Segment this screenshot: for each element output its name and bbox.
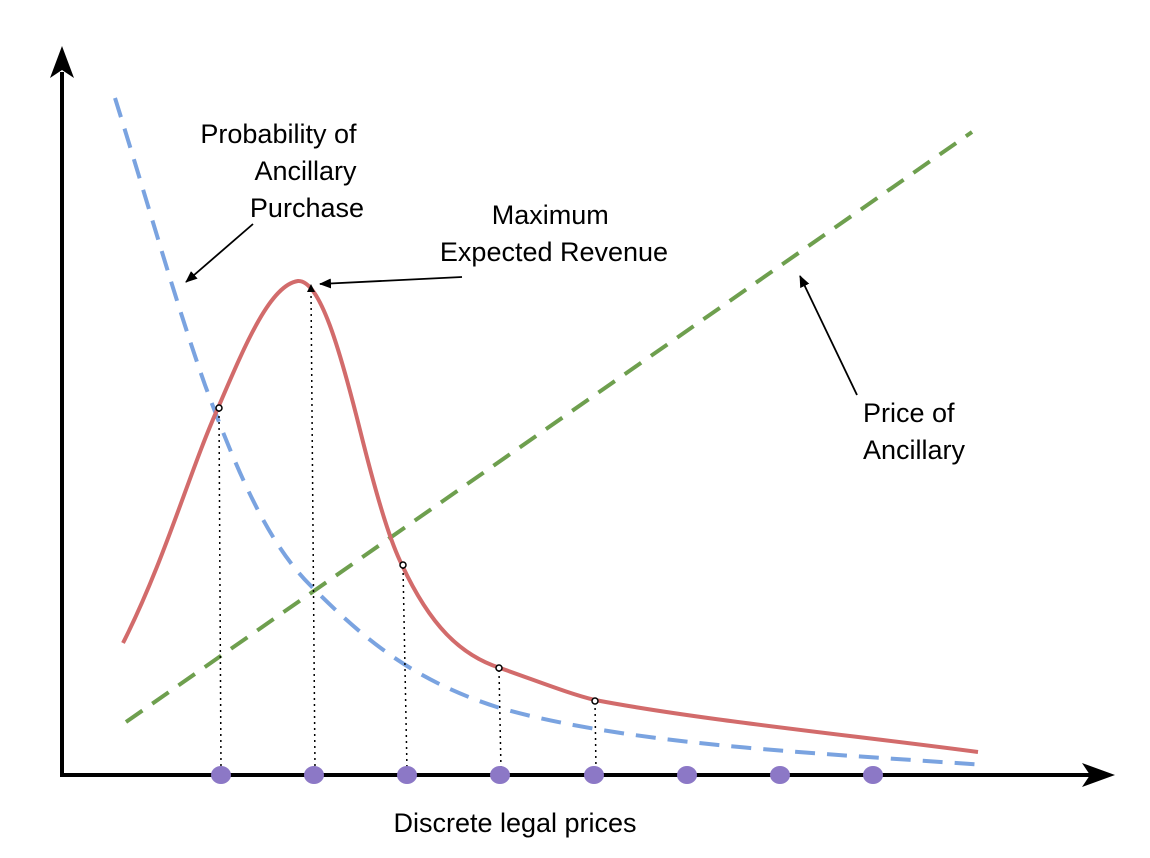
revenue-marker: [399, 561, 407, 569]
revenue-marker: [591, 697, 599, 705]
probability-label-line: Ancillary: [254, 156, 357, 186]
max-revenue-label: Maximum Expected Revenue: [440, 200, 668, 267]
price-label: Price of Ancillary: [863, 398, 966, 465]
guide-line: [498, 669, 502, 771]
x-axis-arrowhead: [1082, 763, 1115, 787]
price-pointer-arrow: [799, 275, 858, 396]
price-point: [770, 766, 790, 784]
probability-of-purchase-curve: [113, 97, 986, 767]
max-revenue-label-line: Maximum: [492, 200, 609, 230]
probability-label-line: Probability of: [200, 119, 357, 149]
revenue-marker: [215, 404, 223, 412]
probability-label: Probability of Ancillary Purchase: [200, 119, 364, 223]
dotted-guides: [218, 289, 597, 771]
price-point: [211, 766, 231, 784]
price-point: [397, 766, 417, 784]
price-label-line: Price of: [863, 398, 955, 428]
x-axis-label: Discrete legal prices: [393, 808, 636, 838]
peak-marker: [307, 284, 315, 292]
probability-pointer-arrow: [185, 223, 254, 283]
price-point: [304, 766, 324, 784]
guide-line: [402, 566, 408, 771]
price-point: [490, 766, 510, 784]
probability-label-line: Purchase: [250, 193, 364, 223]
discrete-price-points: [211, 766, 883, 784]
expected-revenue-curve: [121, 278, 979, 754]
max-revenue-label-line: Expected Revenue: [440, 237, 668, 267]
revenue-markers: [215, 404, 599, 705]
price-of-ancillary-line: [124, 130, 974, 724]
revenue-marker: [495, 664, 503, 672]
price-label-line: Ancillary: [863, 435, 966, 465]
price-point: [863, 766, 883, 784]
price-point: [677, 766, 697, 784]
price-point: [584, 766, 604, 784]
max-revenue-pointer-arrow: [319, 276, 463, 289]
y-axis-arrowhead: [50, 46, 74, 78]
guide-line: [310, 289, 316, 771]
guide-line: [218, 409, 222, 771]
guide-line: [594, 701, 597, 771]
